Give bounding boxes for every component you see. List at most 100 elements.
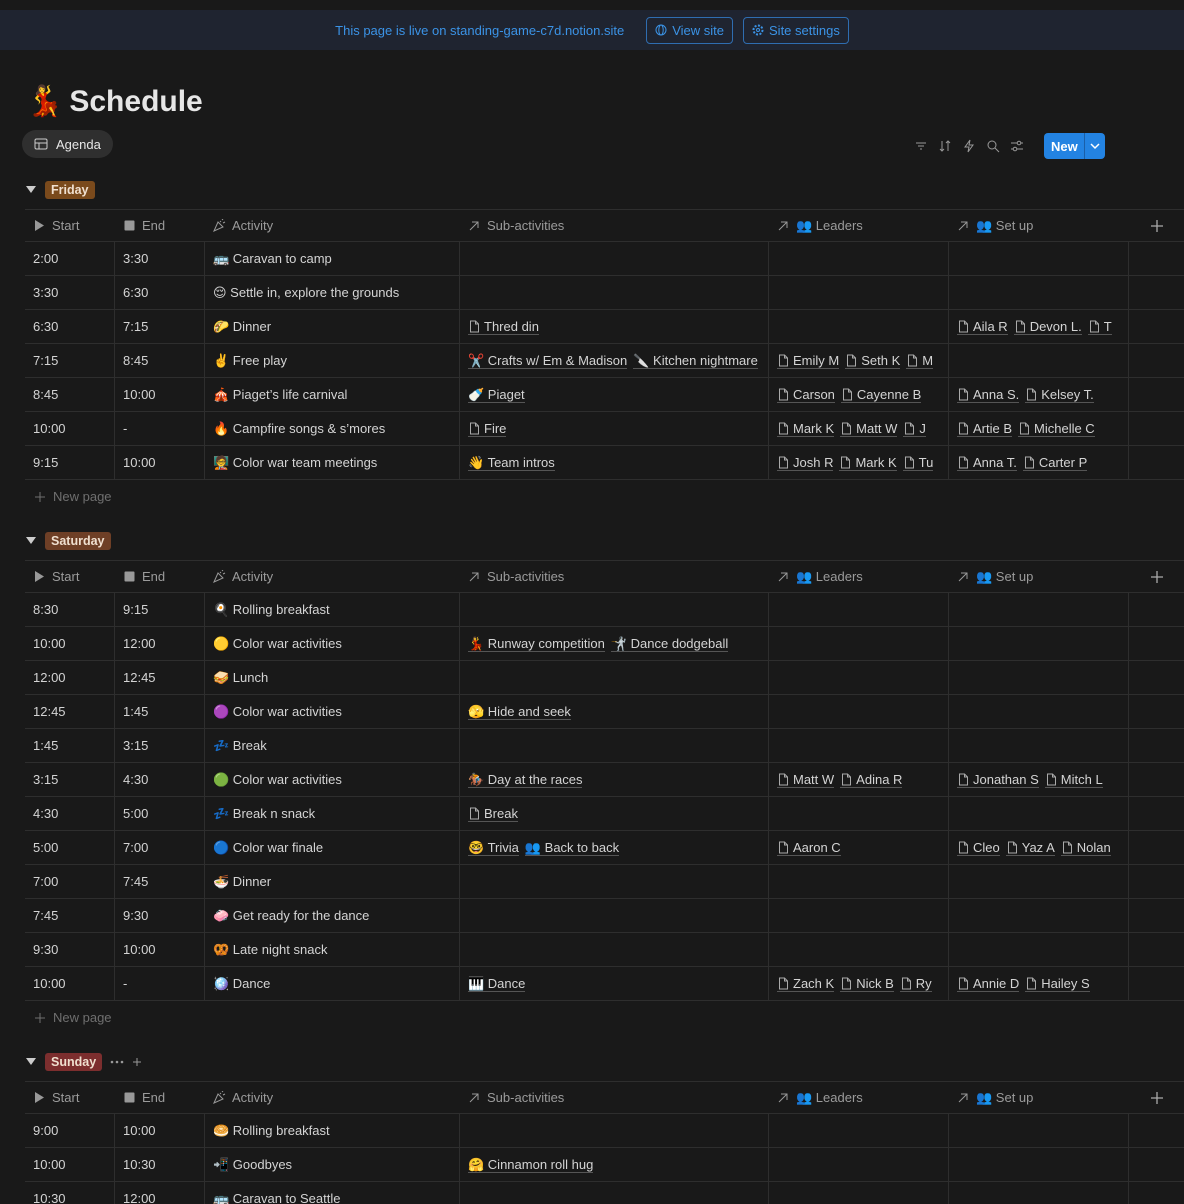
view-tab[interactable]: Agenda xyxy=(22,130,113,158)
relation-item[interactable]: Nolan xyxy=(1060,840,1111,856)
relation-item[interactable]: Mitch L xyxy=(1044,772,1103,788)
filter-icon[interactable] xyxy=(914,139,928,153)
relation-item[interactable]: 👋 Team intros xyxy=(468,455,555,471)
relation-item[interactable]: Thred din xyxy=(468,319,539,335)
new-dropdown[interactable] xyxy=(1083,133,1105,159)
empty-cell xyxy=(1129,967,1184,1000)
column-icon xyxy=(958,1093,968,1103)
search-icon[interactable] xyxy=(986,139,1000,153)
table-row[interactable]: 7:45 9:30 🧼 Get ready for the dance xyxy=(25,899,1184,933)
table-row[interactable]: 6:30 7:15 🌮 Dinner Thred din Aila R Devon L. T xyxy=(25,310,1184,344)
table-row[interactable]: 10:30 12:00 🚌 Caravan to Seattle xyxy=(25,1182,1184,1204)
relation-item[interactable]: 🤓 Trivia xyxy=(468,840,519,856)
relation-item[interactable]: Aaron C xyxy=(777,840,841,856)
relation-item[interactable]: Seth K xyxy=(845,353,901,369)
relation-item[interactable]: Ry xyxy=(899,976,932,992)
end-cell: 10:00 xyxy=(115,446,205,479)
relation-item[interactable]: 🔪 Kitchen nightmare xyxy=(633,353,758,369)
relation-item[interactable]: Nick B xyxy=(840,976,894,992)
table-row[interactable]: 2:00 3:30 🚌 Caravan to camp xyxy=(25,242,1184,276)
table-row[interactable]: 10:00- 🪩 Dance 🎹 Dance Zach K Nick B Ry Annie … xyxy=(25,967,1184,1001)
relation-item[interactable]: Josh R xyxy=(777,455,834,471)
relation-item[interactable]: Adina R xyxy=(840,772,903,788)
relation-item[interactable]: Carter P xyxy=(1022,455,1088,471)
new-page-row[interactable]: New page xyxy=(25,480,1184,513)
column-header: Activity xyxy=(205,1082,460,1113)
relation-item[interactable]: Jonathan S xyxy=(957,772,1039,788)
relation-item[interactable]: Zach K xyxy=(777,976,835,992)
relation-item[interactable]: Hailey S xyxy=(1025,976,1090,992)
relation-item[interactable]: Mark K xyxy=(839,455,897,471)
relation-item[interactable]: 🫣 Hide and seek xyxy=(468,704,571,720)
start-cell: 5:00 xyxy=(25,831,115,864)
add-column[interactable] xyxy=(1129,210,1184,241)
relation-item[interactable]: Matt W xyxy=(840,421,898,437)
site-settings-button[interactable]: Site settings xyxy=(743,16,849,44)
relation-item[interactable]: Carson xyxy=(777,387,835,403)
table-row[interactable]: 12:00 12:45 🥪 Lunch xyxy=(25,661,1184,695)
empty-cell xyxy=(1129,899,1184,932)
view-site-button[interactable]: View site xyxy=(646,16,734,44)
table-row[interactable]: 9:00 10:00 🥯 Rolling breakfast xyxy=(25,1114,1184,1148)
relation-item[interactable]: ✂️ Crafts w/ Em & Madison xyxy=(468,353,628,369)
sub-activities-cell xyxy=(460,1114,769,1147)
settings-icon[interactable] xyxy=(1010,139,1024,153)
relation-item[interactable]: J xyxy=(903,421,926,437)
relation-text: T xyxy=(1103,318,1112,334)
new-page-row[interactable]: New page xyxy=(25,1001,1184,1034)
relation-item[interactable]: 💃 Runway competition xyxy=(468,636,605,652)
table-row[interactable]: 3:15 4:30 🟢 Color war activities 🏇 Day at t… xyxy=(25,763,1184,797)
relation-item[interactable]: Emily M xyxy=(777,353,840,369)
relation-item[interactable]: Anna T. xyxy=(957,455,1017,471)
relation-item[interactable]: 🏇 Day at the races xyxy=(468,772,583,788)
column-header: Sub-activities xyxy=(460,561,769,592)
relation-item[interactable]: Annie D xyxy=(957,976,1020,992)
relation-item[interactable]: M xyxy=(906,353,934,369)
add-column[interactable] xyxy=(1129,561,1184,592)
add-column[interactable] xyxy=(1129,1082,1184,1113)
relation-item[interactable]: Devon L. xyxy=(1013,319,1082,335)
relation-item[interactable]: 🤺 Dance dodgeball xyxy=(610,636,729,652)
table-row[interactable]: 7:00 7:45 🍜 Dinner xyxy=(25,865,1184,899)
table-row[interactable]: 8:45 10:00 🎪 Piaget’s life carnival 🍼 Piage… xyxy=(25,378,1184,412)
relation-item[interactable]: Matt W xyxy=(777,772,835,788)
relation-item[interactable]: Cleo xyxy=(957,840,1000,856)
relation-item[interactable]: Anna S. xyxy=(957,387,1020,403)
new-button[interactable]: New xyxy=(1044,133,1105,159)
table-row[interactable]: 5:00 7:00 🔵 Color war finale 🤓 Trivia 👥 Back… xyxy=(25,831,1184,865)
relation-item[interactable]: Michelle C xyxy=(1018,421,1095,437)
relation-item[interactable]: Cayenne B xyxy=(840,387,922,403)
relation-item[interactable]: Break xyxy=(468,806,518,822)
relation-item[interactable]: T xyxy=(1087,318,1112,335)
sort-icon[interactable] xyxy=(938,139,952,153)
relation-item[interactable]: 🍼 Piaget xyxy=(468,387,525,403)
table-row[interactable]: 9:15 10:00 🧑‍🏫 Color war team meetings 👋 Te… xyxy=(25,446,1184,480)
leaders-cell xyxy=(769,899,949,932)
table-row[interactable]: 10:00 10:30 📲 Goodbyes 🤗 Cinnamon roll hug xyxy=(25,1148,1184,1182)
automation-icon[interactable] xyxy=(962,139,976,153)
relation-item[interactable]: 👥 Back to back xyxy=(524,840,620,856)
table-row[interactable]: 1:45 3:15 💤 Break xyxy=(25,729,1184,763)
table-row[interactable]: 4:30 5:00 💤 Break n snack Break xyxy=(25,797,1184,831)
relation-item[interactable]: Kelsey T. xyxy=(1025,387,1094,403)
table-row[interactable]: 9:30 10:00 🥨 Late night snack xyxy=(25,933,1184,967)
table-row[interactable]: 7:15 8:45 ✌️ Free play ✂️ Crafts w/ Em & Ma… xyxy=(25,344,1184,378)
relation-item[interactable]: Fire xyxy=(468,421,507,437)
table-row[interactable]: 8:30 9:15 🍳 Rolling breakfast xyxy=(25,593,1184,627)
relation-text: Artie B xyxy=(973,420,1013,436)
table-row[interactable]: 10:00 12:00 🟡 Color war activities 💃 Runway… xyxy=(25,627,1184,661)
relation-item[interactable]: Artie B xyxy=(957,420,1013,437)
relation-item[interactable]: Aila R xyxy=(957,319,1008,335)
relation-item[interactable]: Yaz A xyxy=(1005,840,1055,856)
relation-item[interactable]: Mark K xyxy=(777,421,835,437)
table-row[interactable]: 10:00- 🔥 Campfire songs & s’mores Fire Mark… xyxy=(25,412,1184,446)
relation-item[interactable]: Tu xyxy=(902,455,934,471)
table-row[interactable]: 12:45 1:45 🟣 Color war activities 🫣 Hide an… xyxy=(25,695,1184,729)
relation-item[interactable]: 🤗 Cinnamon roll hug xyxy=(468,1157,594,1173)
end-cell: 5:00 xyxy=(115,797,205,830)
relation-text: Aila R xyxy=(973,318,1008,334)
leaders-cell xyxy=(769,661,949,694)
end-cell: 10:00 xyxy=(115,378,205,411)
relation-item[interactable]: 🎹 Dance xyxy=(468,976,526,992)
table-row[interactable]: 3:30 6:30 😌 Settle in, explore the grounds xyxy=(25,276,1184,310)
